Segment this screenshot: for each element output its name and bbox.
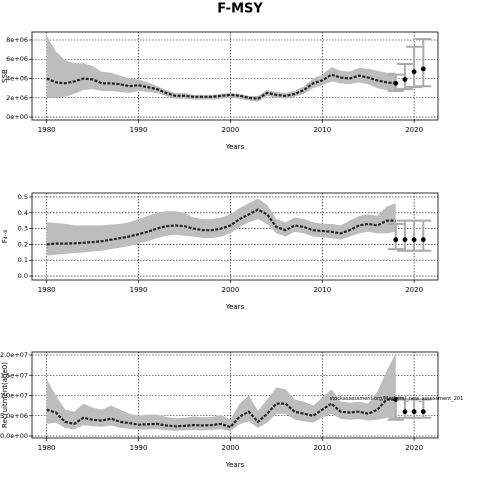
forecast-errorbar <box>415 219 432 252</box>
forecast-point <box>411 69 417 75</box>
x-tick-label: 2000 <box>221 286 239 294</box>
confidence-band <box>46 198 396 256</box>
forecast-errorbar <box>415 398 432 419</box>
forecast-errorbar <box>406 219 423 252</box>
forecast-point <box>420 66 426 72</box>
y-tick-label: 0.4 <box>18 209 28 217</box>
forecast-point <box>402 237 408 243</box>
x-tick-label: 1990 <box>130 286 148 294</box>
x-tick-label: 2010 <box>313 126 331 134</box>
x-axis-label: Years <box>225 303 245 311</box>
y-tick-label: 0.0 <box>18 272 28 280</box>
estimate-line <box>46 208 396 246</box>
forecast-point <box>420 409 426 415</box>
x-axis-label: Years <box>225 143 245 151</box>
forecast-point <box>411 237 417 243</box>
y-tick-label: 0.5 <box>18 193 28 201</box>
confidence-band <box>46 35 396 102</box>
annotation: stockassessment.org/Mackerel_new_assessm… <box>330 396 464 402</box>
forecast-errorbar <box>387 222 404 251</box>
x-tick-label: 2000 <box>221 126 239 134</box>
x-tick-label: 2000 <box>221 444 239 452</box>
x-tick-label: 1980 <box>38 444 56 452</box>
estimate-line <box>46 73 396 100</box>
y-tick-label: 0.3 <box>18 225 28 233</box>
forecast-errorbar <box>406 45 423 89</box>
forecast-errorbar <box>396 398 413 419</box>
x-tick-label: 2010 <box>313 286 331 294</box>
forecast-errorbar <box>396 219 413 252</box>
x-tick-label: 1990 <box>130 126 148 134</box>
forecast-point <box>393 80 399 86</box>
x-tick-label: 2020 <box>405 444 423 452</box>
y-tick-label: 4e+06 <box>6 75 28 83</box>
x-tick-label: 1990 <box>130 444 148 452</box>
y-tick-label: 8e+06 <box>6 36 28 44</box>
y-tick-label: 1.5e+07 <box>0 371 28 379</box>
plot-frame <box>31 31 439 121</box>
confidence-band <box>46 352 396 432</box>
y-tick-label: 2e+06 <box>6 94 28 102</box>
forecast-point <box>402 77 408 82</box>
forecast-point <box>393 397 399 402</box>
y-axis-label: Recruitment(age0) <box>1 362 9 428</box>
y-tick-label: 0e+00 <box>6 113 28 121</box>
plot-frame <box>31 192 439 281</box>
x-tick-label: 2010 <box>313 444 331 452</box>
forecast-point <box>411 409 417 415</box>
forecast-point <box>402 409 408 415</box>
forecast-errorbar <box>406 398 423 419</box>
y-axis-label: SSB <box>1 69 9 83</box>
y-tick-label: 0.1 <box>18 256 28 264</box>
forecast-errorbar <box>396 63 413 91</box>
estimate-line <box>46 398 396 429</box>
figure-title: F-MSY <box>217 2 263 17</box>
x-tick-label: 1980 <box>38 126 56 134</box>
y-axis-label: F₄₋₈ <box>1 230 9 244</box>
plot-frame <box>31 351 439 439</box>
forecast-point <box>393 237 399 243</box>
forecast-point <box>420 237 426 243</box>
y-tick-label: 1.0e+07 <box>0 392 28 400</box>
y-tick-label: 5.0e+06 <box>0 412 28 420</box>
x-tick-label: 2020 <box>405 286 423 294</box>
x-tick-label: 2020 <box>405 126 423 134</box>
x-axis-label: Years <box>225 461 245 469</box>
y-tick-label: 0.2 <box>18 240 28 248</box>
forecast-errorbar <box>415 38 432 88</box>
y-tick-label: 0.0e+00 <box>0 432 28 440</box>
y-tick-label: 6e+06 <box>6 55 28 63</box>
x-tick-label: 1980 <box>38 286 56 294</box>
y-tick-label: 2.0e+07 <box>0 351 28 359</box>
